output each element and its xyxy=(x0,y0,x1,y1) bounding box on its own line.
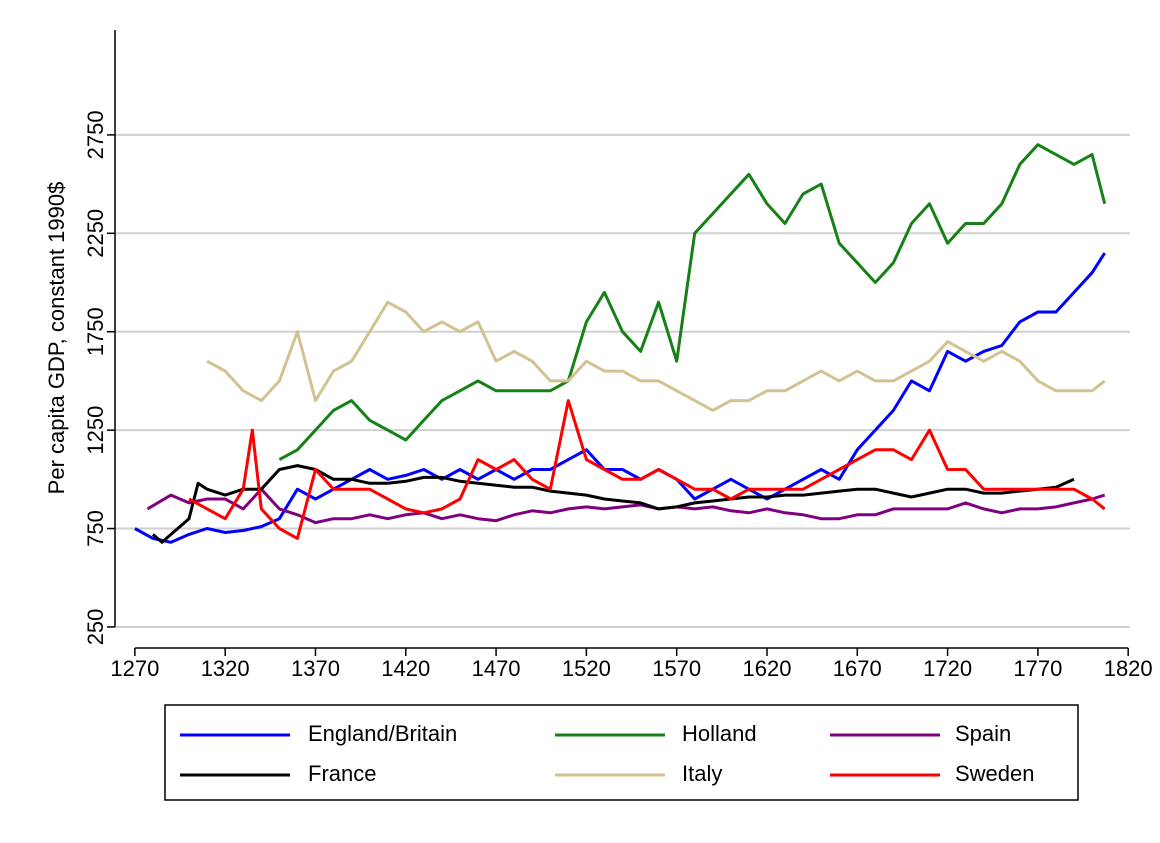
legend-label: Italy xyxy=(682,761,722,786)
x-tick-label: 1320 xyxy=(201,656,250,681)
y-axis-title: Per capita GDP, constant 1990$ xyxy=(44,182,69,495)
legend-label: Sweden xyxy=(955,761,1035,786)
series-line xyxy=(188,399,1106,540)
x-tick-label: 1470 xyxy=(472,656,521,681)
y-tick-label: 250 xyxy=(83,609,108,646)
series-line xyxy=(134,252,1106,544)
series-line xyxy=(206,300,1106,412)
legend-label: Spain xyxy=(955,721,1011,746)
x-tick-label: 1270 xyxy=(110,656,159,681)
legend-label: France xyxy=(308,761,376,786)
x-tick-label: 1820 xyxy=(1104,656,1153,681)
y-tick-label: 2250 xyxy=(83,209,108,258)
y-tick-label: 1750 xyxy=(83,307,108,356)
x-tick-label: 1520 xyxy=(562,656,611,681)
legend-label: Holland xyxy=(682,721,757,746)
y-tick-label: 1250 xyxy=(83,406,108,455)
legend-label: England/Britain xyxy=(308,721,457,746)
x-tick-label: 1720 xyxy=(923,656,972,681)
x-tick-label: 1420 xyxy=(381,656,430,681)
x-tick-label: 1770 xyxy=(1013,656,1062,681)
y-tick-label: 750 xyxy=(83,510,108,547)
x-tick-label: 1670 xyxy=(833,656,882,681)
series-line xyxy=(151,464,1075,544)
x-tick-label: 1620 xyxy=(743,656,792,681)
x-tick-label: 1370 xyxy=(291,656,340,681)
series-line xyxy=(146,487,1106,525)
y-tick-label: 2750 xyxy=(83,110,108,159)
series-line xyxy=(278,143,1107,461)
legend-box xyxy=(164,704,1079,801)
x-tick-label: 1570 xyxy=(652,656,701,681)
